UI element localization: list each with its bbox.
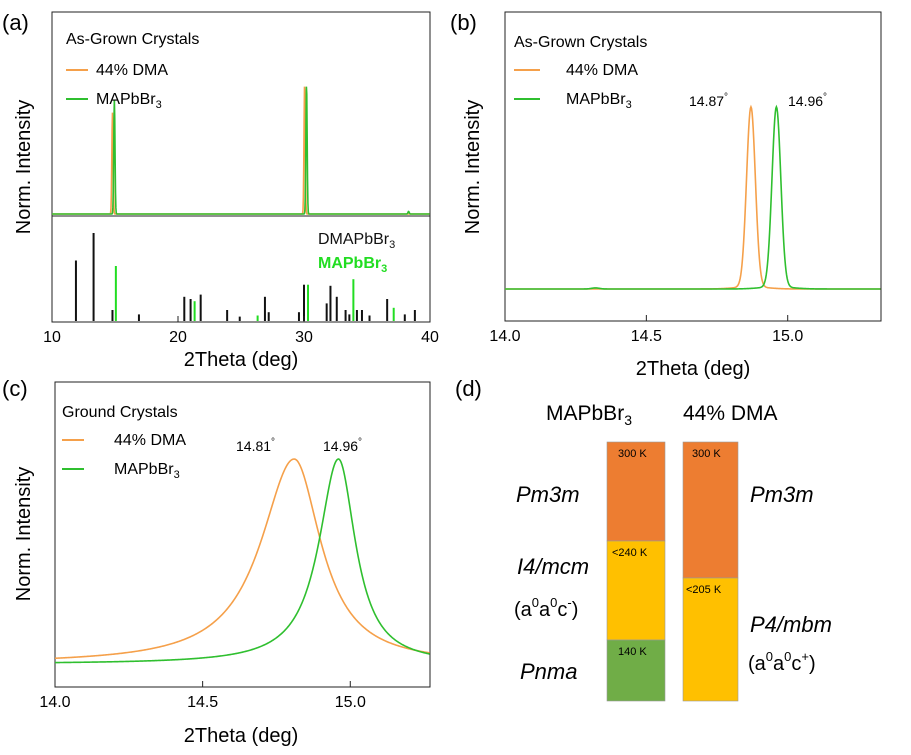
series-line-b-mapbbr3: [505, 104, 881, 290]
plot-frame-c: [54, 381, 431, 688]
panel-b: (b) As-Grown Crystals 44% DMA MAPbBr3 14…: [450, 10, 882, 380]
tilt-right: (a0a0c+): [748, 649, 816, 675]
phase-box-left-cubic: [606, 441, 666, 542]
phase-box-left-tetragonal: [606, 540, 666, 641]
x-a-tick-label-10: 10: [43, 329, 61, 346]
panel-d: (d) MAPbBr3 44% DMA 300 K <240 K 140 K 3…: [455, 376, 832, 702]
peak-label-dma-b: 14.87°: [689, 92, 728, 109]
x-axis-label-b: 2Theta (deg): [636, 358, 751, 380]
plot-frame-a: [51, 11, 431, 323]
x-b-tick-label-15.0: 15.0: [772, 328, 803, 345]
panel-letter-a: (a): [2, 10, 29, 35]
x-b-tick-label-14.0: 14.0: [489, 328, 520, 345]
x-a-tick-label-40: 40: [421, 329, 439, 346]
peak-label-ma-c: 14.96°: [323, 437, 362, 454]
legend-label-dma-c: 44% DMA: [114, 432, 186, 449]
phase-box-right-tetragonal: [682, 577, 739, 702]
x-c-tick-label-14.5: 14.5: [187, 694, 218, 711]
plot-frame-b: [504, 11, 882, 322]
legend-label-dma-a: 44% DMA: [96, 62, 168, 79]
phase-right-p4mbm: P4/mbm: [750, 612, 832, 637]
x-c-tick-label-14.0: 14.0: [39, 694, 70, 711]
spectra-a: [52, 86, 430, 215]
peak-label-ma-b: 14.96°: [788, 92, 827, 109]
legend-title-b: As-Grown Crystals: [514, 34, 647, 51]
ref-label-dma: DMAPbBr3: [318, 231, 395, 251]
legend-label-ma-b: MAPbBr3: [566, 91, 632, 111]
box-label-left-300k: 300 K: [618, 448, 647, 460]
ref-label-ma: MAPbBr3: [318, 255, 387, 275]
x-a-tick-label-20: 20: [169, 329, 187, 346]
x-axis-label-a: 2Theta (deg): [184, 349, 299, 371]
spectra-b: [505, 104, 881, 290]
legend-label-ma-a: MAPbBr3: [96, 91, 162, 111]
tilt-left: (a0a0c-): [514, 595, 578, 621]
spectra-c: [54, 458, 430, 664]
x-b-tick-label-14.5: 14.5: [631, 328, 662, 345]
x-ticks-c: 14.0 14.5 15.0: [39, 681, 366, 711]
x-ticks-b: 14.0 14.5 15.0: [489, 315, 803, 345]
phase-box-left-orthorhombic: [606, 639, 666, 702]
legend-label-ma-c: MAPbBr3: [114, 461, 180, 481]
phase-left-pnma: Pnma: [520, 659, 577, 684]
box-label-left-240k: <240 K: [612, 547, 648, 559]
phase-box-right-cubic: [682, 441, 739, 579]
x-axis-label-c: 2Theta (deg): [184, 725, 299, 747]
panel-letter-b: (b): [450, 10, 477, 35]
panel-c: (c) Ground Crystals 44% DMA MAPbBr3 14.8…: [2, 376, 431, 747]
x-a-tick-label-30: 30: [295, 329, 313, 346]
box-label-right-300k: 300 K: [692, 448, 721, 460]
box-label-right-205k: <205 K: [686, 584, 722, 596]
series-line-b-dma: [505, 104, 881, 290]
peak-label-dma-c: 14.81°: [236, 437, 275, 454]
box-label-left-140k: 140 K: [618, 646, 647, 658]
legend-title-a: As-Grown Crystals: [66, 31, 199, 48]
panel-letter-c: (c): [2, 376, 28, 401]
y-axis-label-c: Norm. Intensity: [13, 467, 35, 601]
legend-title-c: Ground Crystals: [62, 404, 178, 421]
column-head-mapbbr3: MAPbBr3: [546, 402, 632, 428]
phase-left-i4mcm: I4/mcm: [517, 554, 589, 579]
reference-sticks-a: [74, 233, 416, 321]
series-line-a-mapbbr3: [52, 86, 430, 215]
panel-letter-d: (d): [455, 376, 482, 401]
x-c-tick-label-15.0: 15.0: [335, 694, 366, 711]
x-ticks-a: 10 20 30 40: [43, 316, 439, 346]
phase-right-pm3m: Pm3m: [750, 482, 814, 507]
series-line-c-mapbbr3: [54, 458, 430, 664]
y-axis-label-a: Norm. Intensity: [13, 100, 35, 234]
phase-left-pm3m: Pm3m: [516, 482, 580, 507]
column-head-dma: 44% DMA: [683, 402, 778, 425]
y-axis-label-b: Norm. Intensity: [462, 100, 484, 234]
panel-a: (a) As-Grown Crystals 44% DMA MAPbBr3 DM…: [2, 10, 439, 371]
series-line-c-dma: [54, 458, 430, 660]
legend-label-dma-b: 44% DMA: [566, 62, 638, 79]
